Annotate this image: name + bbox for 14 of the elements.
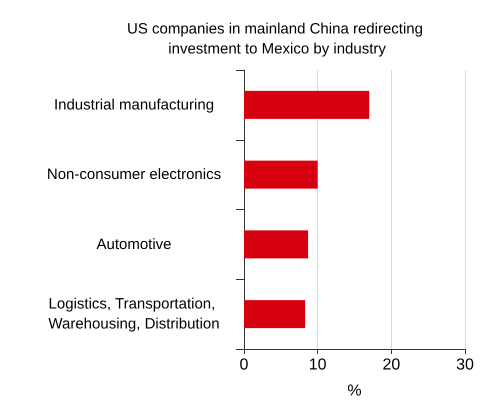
x-tick-label: 20 <box>382 356 400 374</box>
y-tick-label: Non-consumer electronics <box>46 166 222 184</box>
x-tick-label: 10 <box>308 356 327 374</box>
y-tick-label: Logistics, Transportation, Warehousing, Distribution <box>48 296 220 333</box>
y-tick-label: Automotive <box>96 236 172 253</box>
y-tick-label: Industrial manufacturing <box>54 96 214 114</box>
bar <box>244 90 370 119</box>
bar <box>244 300 306 328</box>
chart-title: US companies in mainland China redirecting investment to Mexico by industry <box>127 20 423 58</box>
x-tick-label: 30 <box>456 356 474 374</box>
bar <box>244 160 318 189</box>
x-axis-title: % <box>347 382 362 400</box>
x-tick-label: 0 <box>240 356 249 374</box>
bar <box>244 230 308 258</box>
